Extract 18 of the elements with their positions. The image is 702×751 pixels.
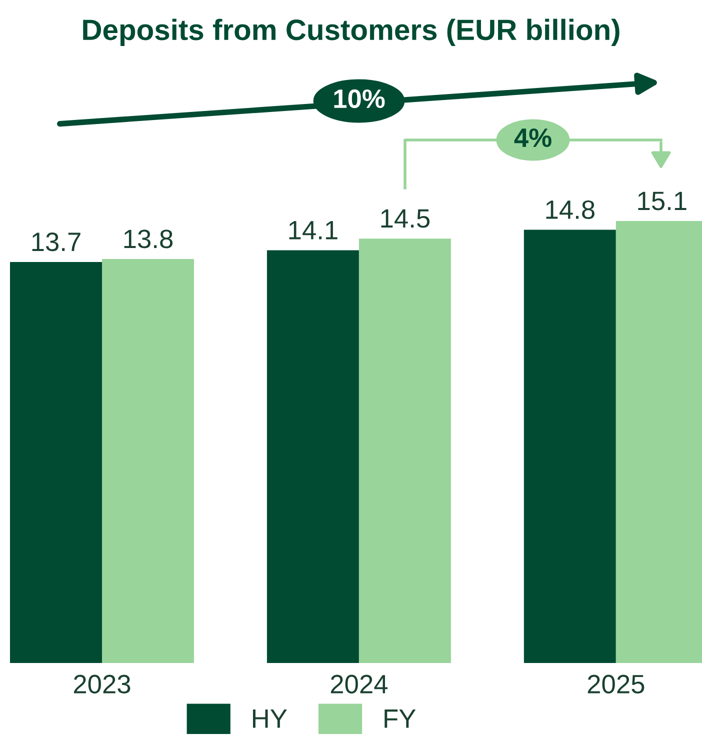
data-label: 14.5 xyxy=(381,209,430,228)
legend-label: HY xyxy=(253,710,287,728)
bar xyxy=(102,259,194,663)
data-label: 14.1 xyxy=(289,221,338,240)
bar xyxy=(10,262,102,663)
chart-title: Deposits from Customers (EUR billion) xyxy=(83,18,620,46)
text: 10% xyxy=(334,89,385,108)
x-tick-label: 2024 xyxy=(330,674,388,694)
data-label: 13.8 xyxy=(124,230,173,248)
x-tick-label: 2023 xyxy=(74,674,130,694)
data-label: 15.1 xyxy=(638,192,686,210)
data-label: 13.7 xyxy=(32,232,80,252)
legend-label: FY xyxy=(384,710,416,728)
text: 4% xyxy=(514,128,552,148)
data-label: 14.8 xyxy=(546,200,594,220)
x-tick-label: 2025 xyxy=(588,674,644,694)
bar xyxy=(266,250,359,663)
bar xyxy=(358,238,451,663)
